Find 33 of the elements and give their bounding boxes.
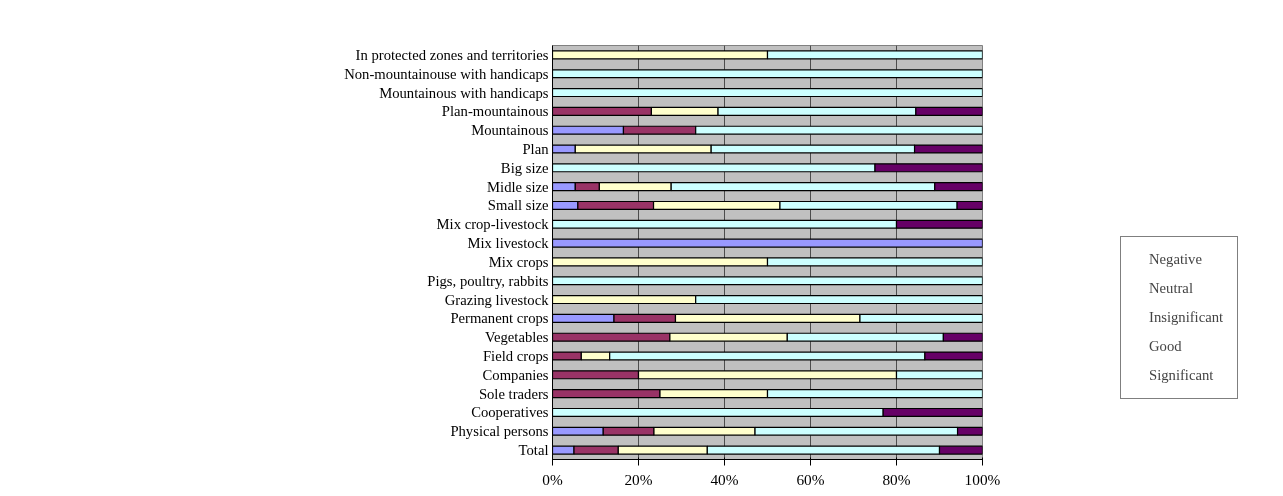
x-tick-label: 40% xyxy=(710,470,739,488)
text: Good xyxy=(1149,338,1182,355)
x-tick-label: 0% xyxy=(542,470,563,488)
y-tick-label: In protected zones and territories xyxy=(355,46,549,63)
y-tick-label: Plan xyxy=(522,141,550,157)
text: Neutral xyxy=(1149,280,1193,297)
x-tick-label: 60% xyxy=(796,470,825,488)
y-tick-label: Mix crop-livestock xyxy=(436,216,550,233)
y-tick-label: Permanent crops xyxy=(450,310,549,327)
text: Negative xyxy=(1149,251,1202,268)
y-tick-label: Cooperatives xyxy=(471,404,549,421)
y-tick-label: Physical persons xyxy=(450,423,549,440)
y-tick-label: Total xyxy=(518,442,549,459)
y-tick-label: Vegetables xyxy=(485,329,549,346)
y-tick-label: Companies xyxy=(482,366,549,383)
y-tick-label: Mountainous with handicaps xyxy=(379,84,549,101)
y-tick-label: Mix crops xyxy=(488,253,549,270)
x-tick-label: 100% xyxy=(964,470,1001,488)
y-tick-label: Midle size xyxy=(487,178,549,195)
y-tick-label: Small size xyxy=(487,197,549,214)
x-tick-label: 80% xyxy=(882,470,911,488)
y-tick-label: Grazing livestock xyxy=(444,291,550,308)
y-tick-label: Non-mountainouse with handicaps xyxy=(344,65,549,82)
y-tick-label: Pigs, poultry, rabbits xyxy=(427,272,549,289)
text: Insignificant xyxy=(1149,309,1224,326)
text: Significant xyxy=(1149,367,1214,384)
y-tick-label: Mountainous xyxy=(471,122,549,139)
y-tick-label: Mix livestock xyxy=(467,235,550,252)
y-tick-label: Big size xyxy=(500,159,549,176)
y-tick-label: Sole traders xyxy=(478,385,549,402)
x-tick-label: 20% xyxy=(624,470,653,488)
y-tick-label: Field crops xyxy=(482,348,549,364)
y-tick-label: Plan-mountainous xyxy=(441,103,549,120)
